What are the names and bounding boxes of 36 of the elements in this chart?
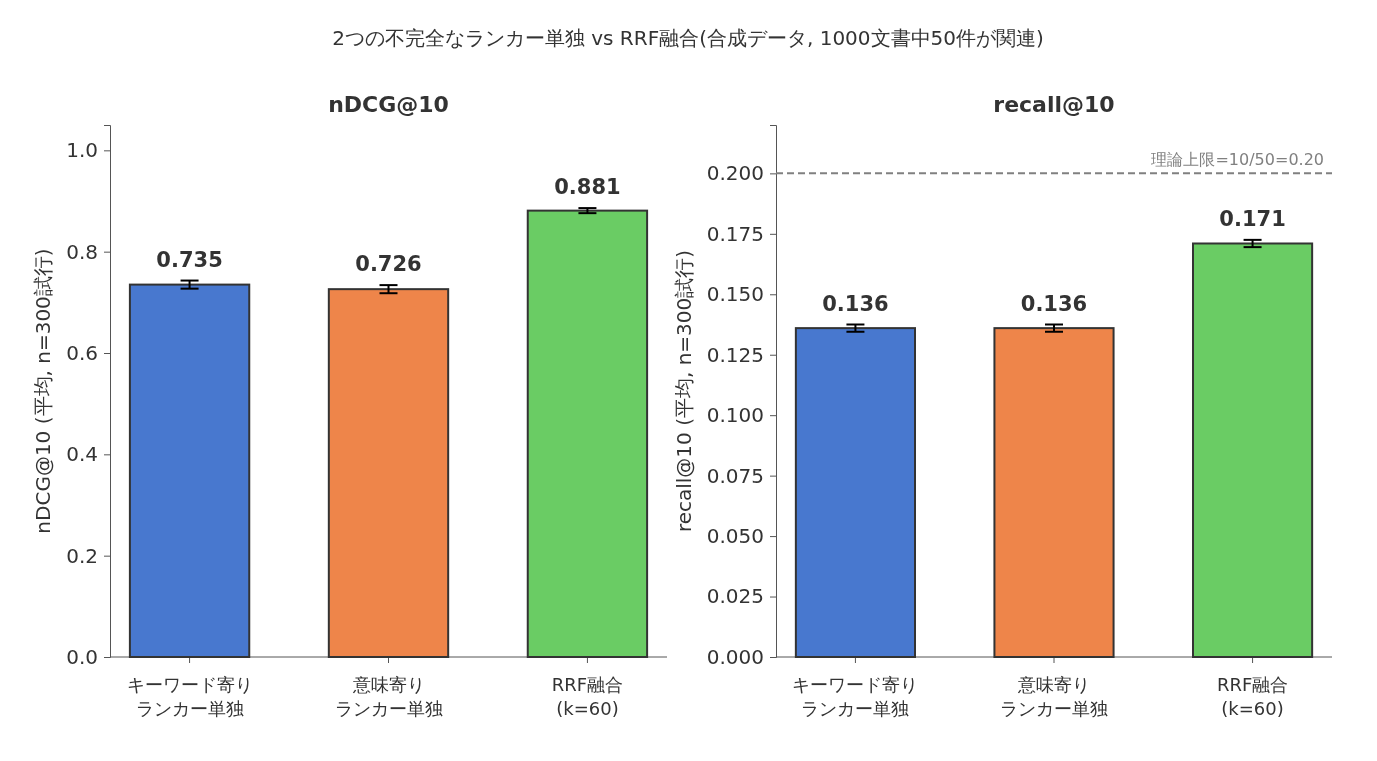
y-tick-label: 0.2 bbox=[66, 543, 98, 568]
x-tick-label: 意味寄りランカー単独 bbox=[1000, 674, 1108, 720]
x-tick-label: RRF融合(k=60) bbox=[551, 674, 624, 720]
chart-title: nDCG@10 bbox=[328, 92, 449, 117]
y-tick-label: 0.100 bbox=[706, 403, 764, 428]
data-label: 0.136 bbox=[1020, 291, 1088, 316]
x-tick-label: 意味寄りランカー単独 bbox=[334, 674, 443, 720]
bar bbox=[327, 288, 450, 658]
y-tick-label: 0.150 bbox=[706, 282, 764, 307]
y-tick-label: 0.025 bbox=[706, 584, 764, 609]
x-tick-label: キーワード寄りランカー単独 bbox=[792, 674, 919, 720]
ref-line-label: 理論上限=10/50=0.20 bbox=[1151, 150, 1324, 170]
data-label: 0.136 bbox=[822, 291, 889, 316]
y-tick-label: 0.175 bbox=[706, 221, 764, 246]
y-tick-label: 0.4 bbox=[66, 442, 98, 467]
x-tick-label: キーワード寄りランカー単独 bbox=[126, 674, 253, 720]
y-tick-label: 0.125 bbox=[706, 342, 764, 367]
data-label: 0.735 bbox=[156, 247, 223, 272]
y-axis-title: recall@10 (平均, n=300試行) bbox=[671, 249, 696, 533]
data-label: 0.171 bbox=[1219, 206, 1286, 231]
chart-title: recall@10 bbox=[993, 92, 1115, 117]
bar bbox=[526, 209, 649, 658]
y-tick-label: 0.075 bbox=[706, 463, 764, 488]
y-tick-label: 0.6 bbox=[66, 340, 98, 365]
x-tick-label: RRF融合(k=60) bbox=[1216, 674, 1289, 720]
y-tick-label: 0.000 bbox=[706, 644, 764, 669]
y-tick-label: 0.200 bbox=[706, 161, 764, 186]
data-label: 0.881 bbox=[554, 175, 621, 200]
y-axis-title: nDCG@10 (平均, n=300試行) bbox=[31, 248, 56, 534]
text: 2つの不完全なランカー単独 vs RRF融合(合成データ, 1000文書中50件が関連) bbox=[332, 26, 1044, 50]
y-tick-label: 0.8 bbox=[66, 239, 98, 264]
y-tick-label: 1.0 bbox=[66, 138, 98, 163]
y-tick-label: 0.0 bbox=[66, 644, 98, 669]
y-tick-label: 0.050 bbox=[706, 523, 764, 548]
data-label: 0.726 bbox=[355, 252, 422, 277]
bar bbox=[128, 283, 251, 658]
